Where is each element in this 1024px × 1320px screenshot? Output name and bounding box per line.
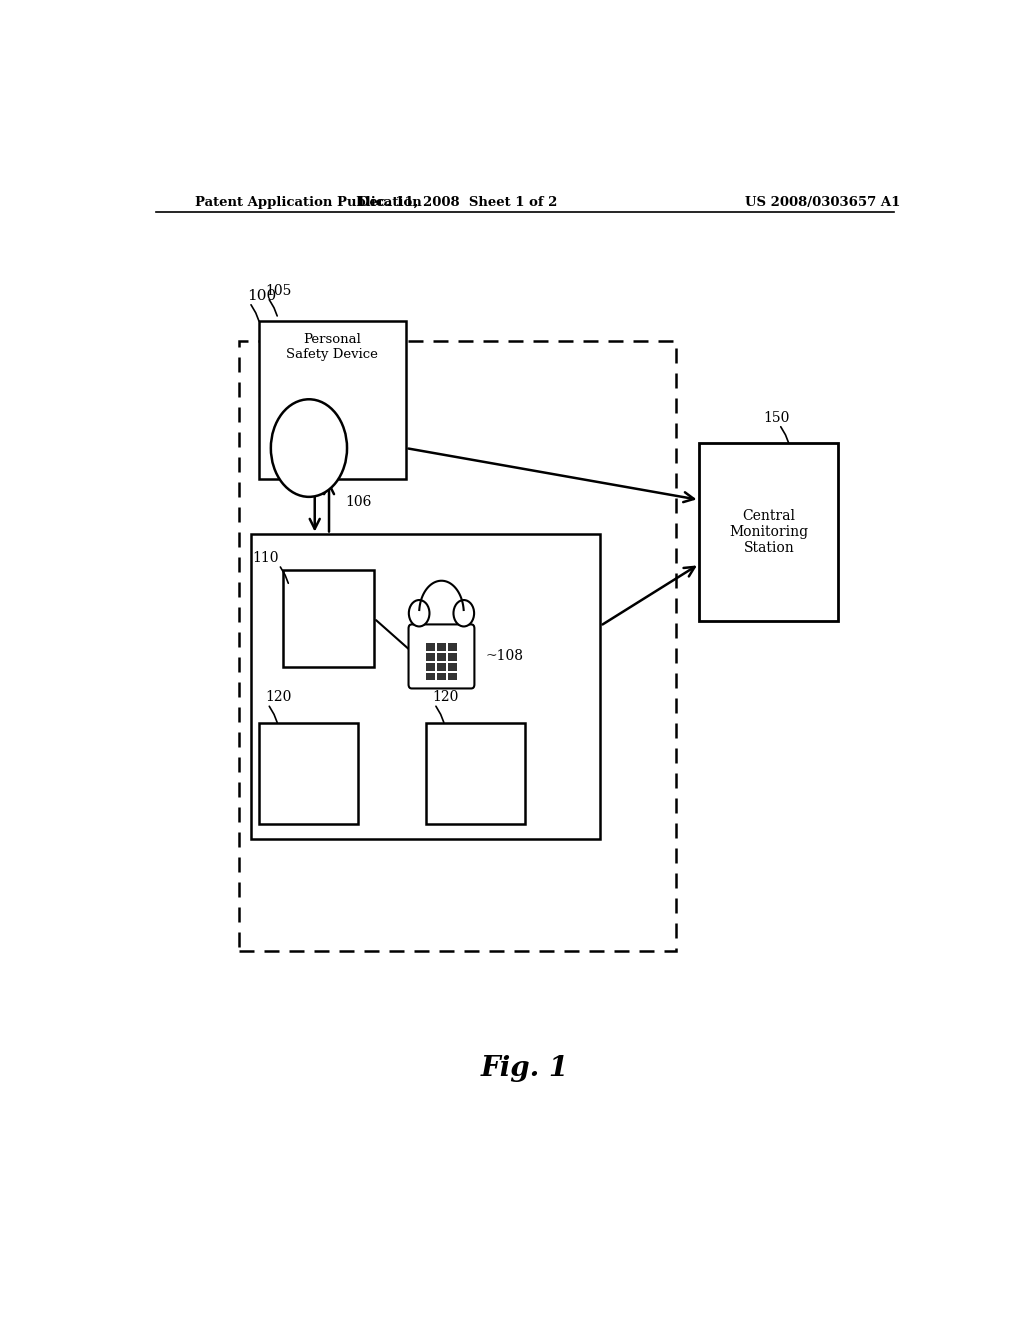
Bar xyxy=(251,535,600,840)
Text: 105: 105 xyxy=(265,284,292,297)
Bar xyxy=(426,653,435,661)
Text: Fig. 1: Fig. 1 xyxy=(480,1055,569,1081)
Text: Personal
Safety Device: Personal Safety Device xyxy=(287,333,378,362)
Circle shape xyxy=(270,399,347,496)
Circle shape xyxy=(409,601,429,627)
Text: Patent Application Publication: Patent Application Publication xyxy=(196,195,422,209)
Text: Event
Detection
Device: Event Detection Device xyxy=(278,752,339,795)
Bar xyxy=(449,672,457,680)
Bar xyxy=(449,643,457,651)
Text: Central
Panel: Central Panel xyxy=(303,605,353,632)
Bar xyxy=(449,663,457,671)
Bar xyxy=(437,643,445,651)
Text: 120: 120 xyxy=(265,690,292,704)
Text: Event
Detection
Device: Event Detection Device xyxy=(444,752,506,795)
Bar xyxy=(437,672,445,680)
Bar xyxy=(437,653,445,661)
Bar xyxy=(426,643,435,651)
Text: 110: 110 xyxy=(252,550,279,565)
Bar xyxy=(437,663,445,671)
Bar xyxy=(426,663,435,671)
Bar xyxy=(449,653,457,661)
Text: US 2008/0303657 A1: US 2008/0303657 A1 xyxy=(744,195,900,209)
FancyBboxPatch shape xyxy=(409,624,474,689)
Text: ~108: ~108 xyxy=(485,649,523,664)
Bar xyxy=(259,722,358,824)
Bar xyxy=(426,722,525,824)
Bar xyxy=(283,570,374,667)
Circle shape xyxy=(454,601,474,627)
Text: Central
Monitoring
Station: Central Monitoring Station xyxy=(729,508,808,556)
Text: 150: 150 xyxy=(764,411,790,425)
Bar xyxy=(426,672,435,680)
Bar xyxy=(699,444,839,620)
Text: 120: 120 xyxy=(432,690,459,704)
Text: 106: 106 xyxy=(345,495,372,508)
Bar xyxy=(259,321,406,479)
Bar xyxy=(240,342,676,952)
Text: 100: 100 xyxy=(247,289,276,302)
Text: Panic
Button: Panic Button xyxy=(288,429,331,457)
Text: Dec. 11, 2008  Sheet 1 of 2: Dec. 11, 2008 Sheet 1 of 2 xyxy=(357,195,557,209)
